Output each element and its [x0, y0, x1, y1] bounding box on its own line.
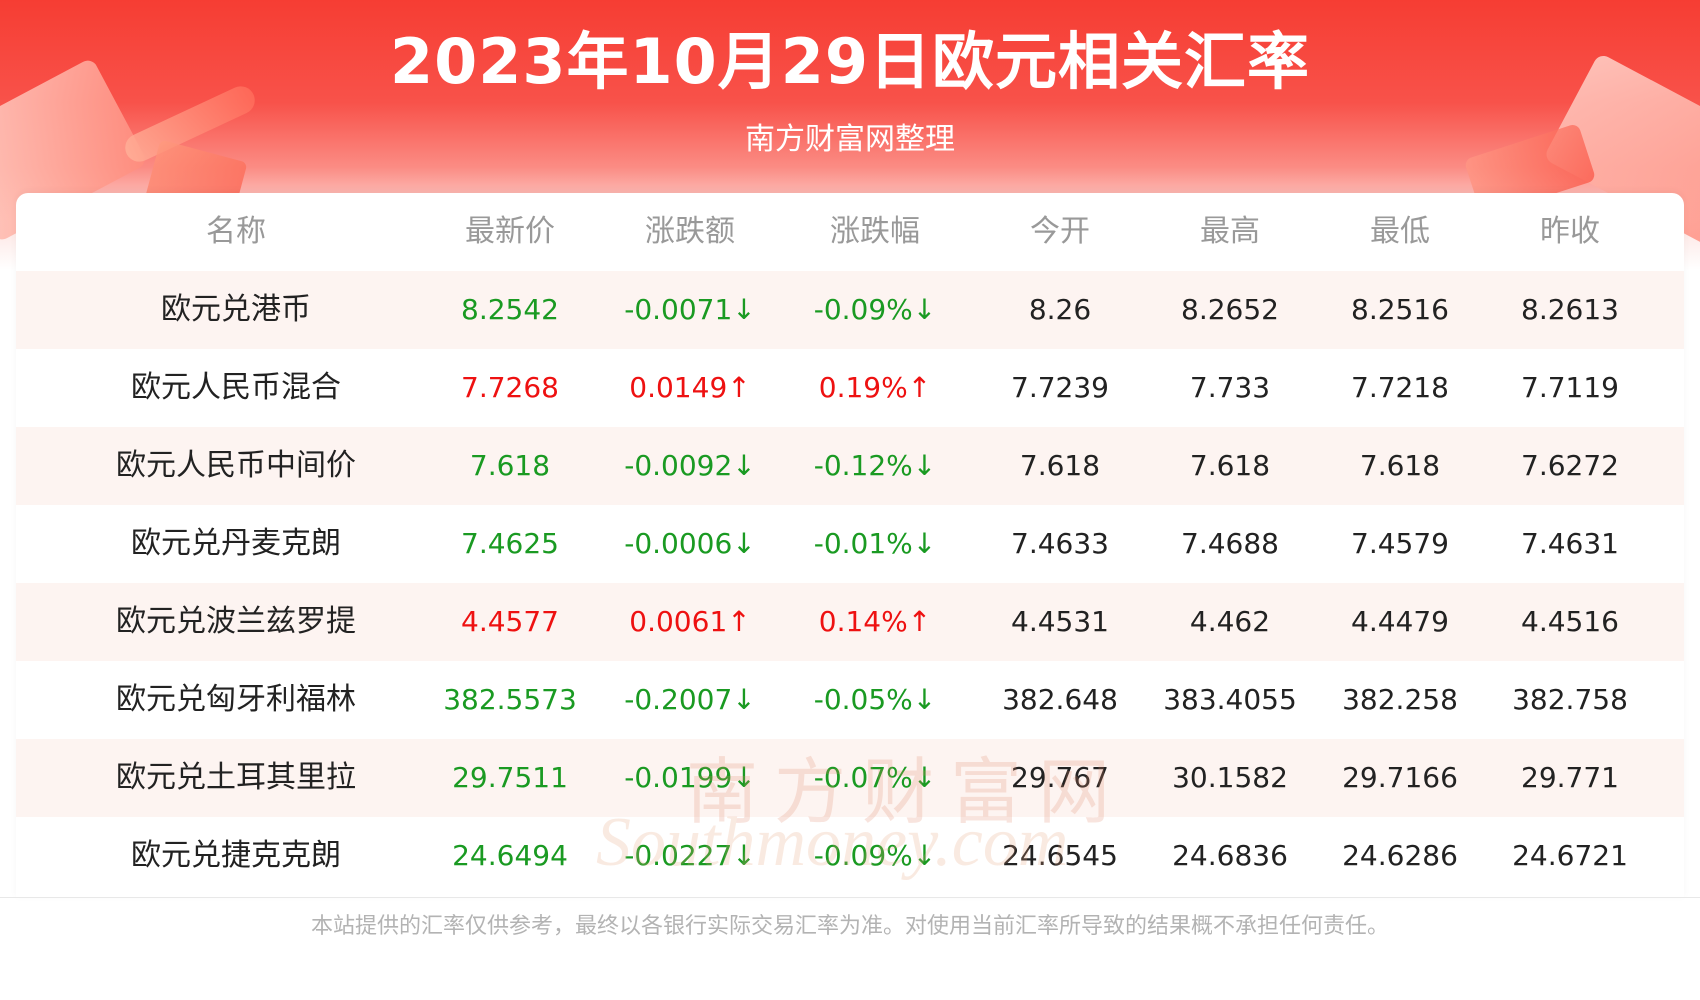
cell-high: 30.1582 [1172, 761, 1288, 794]
cell-low: 24.6286 [1342, 839, 1458, 872]
table-row: 欧元兑捷克克朗 24.6494 -0.0227↓ -0.09%↓ 24.6545 24.6… [16, 817, 1684, 895]
cell-open: 7.7239 [1011, 371, 1109, 404]
cell-high: 383.4055 [1163, 683, 1297, 716]
cell-prev-close: 382.758 [1512, 683, 1628, 716]
cell-change: -0.0092↓ [624, 449, 756, 482]
cell-change: -0.0006↓ [624, 527, 756, 560]
cell-name: 欧元兑土耳其里拉 [116, 760, 356, 795]
rate-table-card: 名称 最新价 涨跌额 涨跌幅 今开 最高 最低 昨收 欧元兑港币 8.2542 -0… [16, 193, 1684, 898]
cell-change-pct: -0.12%↓ [813, 449, 937, 482]
page-subtitle: 南方财富网整理 [745, 122, 955, 157]
cell-name: 欧元兑波兰兹罗提 [116, 604, 356, 639]
cell-prev-close: 7.7119 [1521, 371, 1619, 404]
cell-open: 382.648 [1002, 683, 1118, 716]
cell-change: -0.2007↓ [624, 683, 756, 716]
cell-low: 4.4479 [1351, 605, 1449, 638]
cell-name: 欧元兑捷克克朗 [131, 838, 341, 873]
cell-low: 29.7166 [1342, 761, 1458, 794]
cell-open: 29.767 [1011, 761, 1109, 794]
cell-high: 8.2652 [1181, 293, 1279, 326]
column-header-low: 最低 [1370, 214, 1430, 249]
cell-open: 24.6545 [1002, 839, 1118, 872]
cell-low: 8.2516 [1351, 293, 1449, 326]
column-header-open: 今开 [1030, 214, 1090, 249]
column-header-latest: 最新价 [465, 214, 555, 249]
cell-latest: 24.6494 [452, 839, 568, 872]
cell-prev-close: 29.771 [1521, 761, 1619, 794]
cell-prev-close: 8.2613 [1521, 293, 1619, 326]
cell-open: 4.4531 [1011, 605, 1109, 638]
page-title: 2023年10月29日欧元相关汇率 [389, 25, 1311, 98]
table-row: 欧元兑土耳其里拉 29.7511 -0.0199↓ -0.07%↓ 29.767 30.1… [16, 739, 1684, 817]
cell-latest: 29.7511 [452, 761, 568, 794]
cell-latest: 382.5573 [443, 683, 577, 716]
cell-name: 欧元兑匈牙利福林 [116, 682, 356, 717]
cell-name: 欧元人民币混合 [131, 370, 341, 405]
cell-high: 4.462 [1189, 605, 1271, 638]
cell-change: 0.0061↑ [629, 605, 751, 638]
cell-prev-close: 7.4631 [1521, 527, 1619, 560]
cell-change-pct: -0.07%↓ [813, 761, 937, 794]
column-header-high: 最高 [1200, 214, 1260, 249]
cell-open: 7.618 [1019, 449, 1101, 482]
cell-latest: 4.4577 [461, 605, 559, 638]
table-body: 欧元兑港币 8.2542 -0.0071↓ -0.09%↓ 8.26 8.2652 8.25… [16, 271, 1684, 895]
cell-open: 7.4633 [1011, 527, 1109, 560]
cell-prev-close: 4.4516 [1521, 605, 1619, 638]
cell-change-pct: 0.14%↑ [818, 605, 932, 638]
table-row: 欧元兑港币 8.2542 -0.0071↓ -0.09%↓ 8.26 8.2652 8.25… [16, 271, 1684, 349]
cell-change-pct: -0.09%↓ [813, 839, 937, 872]
cell-latest: 7.7268 [461, 371, 559, 404]
table-row: 欧元兑匈牙利福林 382.5573 -0.2007↓ -0.05%↓ 382.648 38… [16, 661, 1684, 739]
cell-prev-close: 24.6721 [1512, 839, 1628, 872]
cell-change: -0.0071↓ [624, 293, 756, 326]
cell-change-pct: -0.01%↓ [813, 527, 937, 560]
table-row: 欧元人民币混合 7.7268 0.0149↑ 0.19%↑ 7.7239 7.733 7.7… [16, 349, 1684, 427]
table-header-row: 名称 最新价 涨跌额 涨跌幅 今开 最高 最低 昨收 [16, 193, 1684, 271]
cell-latest: 8.2542 [461, 293, 559, 326]
column-header-name: 名称 [206, 214, 266, 249]
cell-low: 7.618 [1359, 449, 1441, 482]
cell-change-pct: -0.09%↓ [813, 293, 937, 326]
cell-name: 欧元兑港币 [161, 292, 311, 327]
cell-high: 24.6836 [1172, 839, 1288, 872]
cell-low: 382.258 [1342, 683, 1458, 716]
footer-divider [0, 897, 1700, 898]
cell-high: 7.4688 [1181, 527, 1279, 560]
cell-name: 欧元兑丹麦克朗 [131, 526, 341, 561]
cell-change-pct: 0.19%↑ [818, 371, 932, 404]
column-header-change: 涨跌额 [645, 214, 735, 249]
cell-name: 欧元人民币中间价 [116, 448, 356, 483]
cell-low: 7.7218 [1351, 371, 1449, 404]
cell-high: 7.618 [1189, 449, 1271, 482]
column-header-change-pct: 涨跌幅 [830, 214, 920, 249]
table-row: 欧元兑波兰兹罗提 4.4577 0.0061↑ 0.14%↑ 4.4531 4.462 4.… [16, 583, 1684, 661]
column-header-prev-close: 昨收 [1540, 214, 1600, 249]
table-row: 欧元人民币中间价 7.618 -0.0092↓ -0.12%↓ 7.618 7.618 7.… [16, 427, 1684, 505]
cell-latest: 7.4625 [461, 527, 559, 560]
cell-change-pct: -0.05%↓ [813, 683, 937, 716]
cell-open: 8.26 [1028, 293, 1092, 326]
cell-change: -0.0227↓ [624, 839, 756, 872]
cell-change: -0.0199↓ [624, 761, 756, 794]
cell-low: 7.4579 [1351, 527, 1449, 560]
cell-high: 7.733 [1189, 371, 1271, 404]
cell-latest: 7.618 [469, 449, 551, 482]
table-row: 欧元兑丹麦克朗 7.4625 -0.0006↓ -0.01%↓ 7.4633 7.4688… [16, 505, 1684, 583]
footer-disclaimer: 本站提供的汇率仅供参考，最终以各银行实际交易汇率为准。对使用当前汇率所导致的结果… [310, 914, 1389, 939]
cell-change: 0.0149↑ [629, 371, 751, 404]
cell-prev-close: 7.6272 [1521, 449, 1619, 482]
